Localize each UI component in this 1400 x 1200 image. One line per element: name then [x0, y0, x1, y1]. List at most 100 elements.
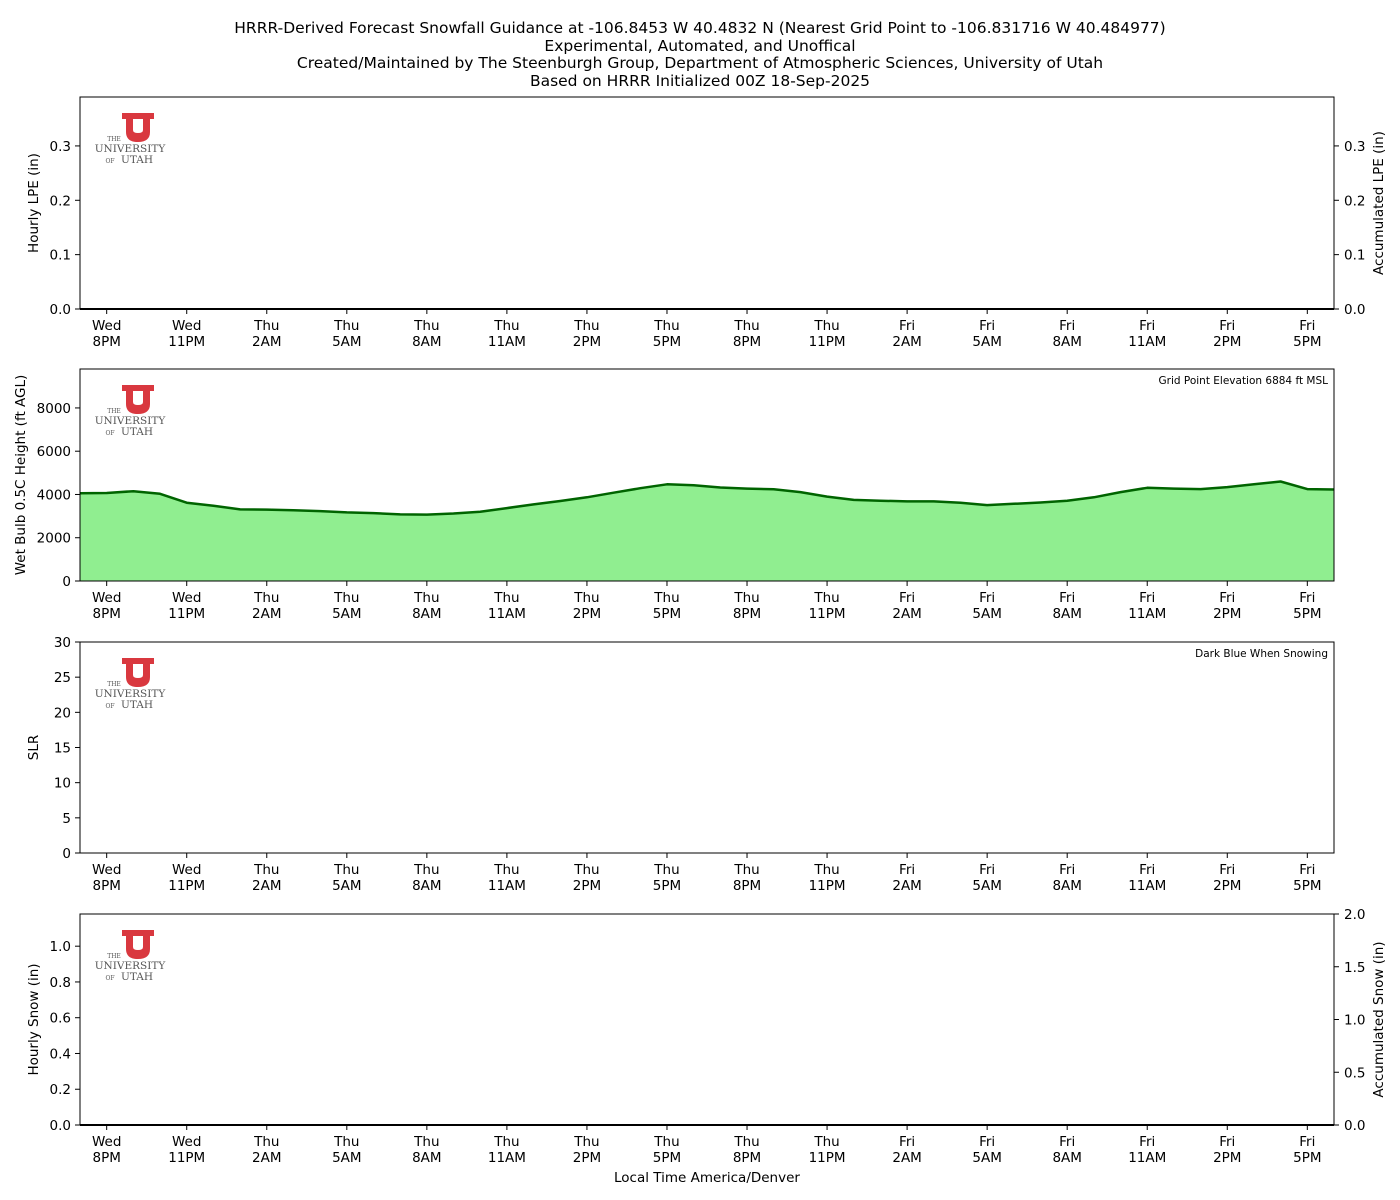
y2-tick-label: 0.1 — [1344, 248, 1365, 264]
x-tick-day-label: Thu — [733, 1134, 759, 1150]
x-tick-day-label: Wed — [92, 862, 121, 878]
x-tick-day-label: Thu — [813, 862, 839, 878]
x-tick-time-label: 8PM — [733, 1150, 761, 1166]
logo-text-university: UNIVERSITY — [95, 415, 167, 427]
logo-text-utah: UTAH — [121, 971, 153, 983]
x-tick-day-label: Wed — [92, 1134, 121, 1150]
chart-title-line-1: HRRR-Derived Forecast Snowfall Guidance … — [234, 19, 1166, 37]
x-tick-time-label: 2AM — [892, 606, 921, 622]
x-tick-time-label: 5AM — [972, 606, 1001, 622]
x-tick-day-label: Thu — [333, 1134, 359, 1150]
x-tick-time-label: 8AM — [412, 334, 441, 350]
y2-axis-label: Accumulated LPE (in) — [1371, 131, 1387, 275]
x-tick-time-label: 8AM — [412, 606, 441, 622]
y-tick-label: 1.0 — [50, 939, 71, 955]
x-tick-time-label: 8PM — [92, 334, 120, 350]
x-tick-time-label: 11AM — [1128, 334, 1166, 350]
y-tick-label: 0.2 — [50, 193, 71, 209]
x-tick-time-label: 5PM — [1293, 606, 1321, 622]
block-u-icon — [122, 113, 154, 142]
x-tick-day-label: Thu — [813, 590, 839, 606]
y2-axis-label: Accumulated Snow (in) — [1371, 941, 1387, 1097]
x-tick-day-label: Thu — [413, 862, 439, 878]
x-tick-day-label: Thu — [413, 318, 439, 334]
x-tick-day-label: Fri — [1219, 1134, 1235, 1150]
logo-text-of: OF — [105, 430, 114, 437]
logo-text-of: OF — [105, 158, 114, 165]
x-tick-time-label: 8AM — [412, 878, 441, 894]
x-tick-day-label: Thu — [573, 862, 599, 878]
y-tick-label: 20 — [54, 705, 71, 721]
x-tick-time-label: 5AM — [332, 334, 361, 350]
x-tick-day-label: Fri — [1299, 318, 1315, 334]
x-tick-day-label: Wed — [172, 862, 201, 878]
panel-frame — [79, 368, 1335, 582]
x-tick-time-label: 2PM — [573, 334, 601, 350]
x-tick-day-label: Thu — [413, 590, 439, 606]
block-u-icon — [122, 930, 154, 959]
x-tick-time-label: 11AM — [1128, 606, 1166, 622]
x-tick-time-label: 11AM — [488, 606, 526, 622]
wet-bulb-area — [80, 481, 1334, 581]
y2-tick-label: 1.5 — [1344, 960, 1365, 976]
y-tick-label: 0 — [62, 574, 71, 590]
x-tick-time-label: 5PM — [1293, 334, 1321, 350]
y-tick-label: 10 — [54, 776, 71, 792]
x-tick-day-label: Wed — [92, 318, 121, 334]
x-tick-day-label: Fri — [1059, 590, 1075, 606]
y2-tick-label: 0.0 — [1344, 302, 1365, 318]
x-tick-time-label: 8PM — [92, 606, 120, 622]
x-tick-day-label: Thu — [813, 1134, 839, 1150]
x-tick-day-label: Fri — [1059, 318, 1075, 334]
x-tick-time-label: 5PM — [653, 606, 681, 622]
x-tick-time-label: 2PM — [1213, 334, 1241, 350]
x-tick-day-label: Thu — [573, 1134, 599, 1150]
y2-tick-label: 0.5 — [1344, 1065, 1365, 1081]
x-tick-time-label: 8PM — [733, 878, 761, 894]
x-tick-time-label: 5PM — [653, 878, 681, 894]
x-tick-time-label: 11PM — [809, 606, 846, 622]
x-tick-time-label: 11AM — [1128, 1150, 1166, 1166]
x-tick-day-label: Wed — [92, 590, 121, 606]
x-tick-day-label: Fri — [899, 318, 915, 334]
y-tick-label: 6000 — [37, 444, 71, 460]
y-tick-label: 8000 — [37, 401, 71, 417]
x-tick-time-label: 2AM — [892, 1150, 921, 1166]
x-tick-day-label: Thu — [573, 318, 599, 334]
y-tick-label: 0.3 — [50, 139, 71, 155]
x-tick-time-label: 11PM — [168, 606, 205, 622]
logo-text-of: OF — [105, 975, 114, 982]
x-tick-day-label: Fri — [979, 590, 995, 606]
x-tick-day-label: Fri — [979, 318, 995, 334]
x-tick-time-label: 5PM — [653, 1150, 681, 1166]
wet-bulb-line — [79, 480, 1335, 516]
y2-tick-label: 0.0 — [1344, 1118, 1365, 1134]
logo-text-university: UNIVERSITY — [95, 688, 167, 700]
chart-title-line-2: Experimental, Automated, and Unoffical — [544, 36, 856, 55]
y2-tick-label: 1.0 — [1344, 1013, 1365, 1029]
x-tick-time-label: 11AM — [1128, 878, 1166, 894]
x-tick-day-label: Fri — [979, 862, 995, 878]
x-tick-time-label: 2AM — [252, 334, 281, 350]
logo-text-utah: UTAH — [121, 154, 153, 166]
x-tick-time-label: 5AM — [972, 334, 1001, 350]
logo-text-the: THE — [107, 136, 121, 143]
x-tick-time-label: 11PM — [809, 334, 846, 350]
x-tick-time-label: 11AM — [488, 1150, 526, 1166]
y-tick-label: 0.0 — [50, 302, 71, 318]
x-tick-day-label: Thu — [733, 590, 759, 606]
x-tick-time-label: 5AM — [332, 878, 361, 894]
panel-frame — [79, 641, 1335, 854]
y-tick-label: 30 — [54, 635, 71, 651]
x-tick-time-label: 8AM — [1052, 606, 1081, 622]
x-tick-time-label: 2PM — [573, 606, 601, 622]
chart-title-block: HRRR-Derived Forecast Snowfall Guidance … — [0, 19, 1400, 90]
x-tick-day-label: Fri — [1299, 590, 1315, 606]
x-tick-time-label: 8AM — [1052, 334, 1081, 350]
x-tick-day-label: Thu — [653, 1134, 679, 1150]
x-tick-time-label: 8PM — [733, 606, 761, 622]
x-tick-day-label: Thu — [653, 318, 679, 334]
x-tick-day-label: Wed — [172, 590, 201, 606]
y-tick-label: 15 — [54, 741, 71, 757]
x-tick-day-label: Fri — [1139, 862, 1155, 878]
